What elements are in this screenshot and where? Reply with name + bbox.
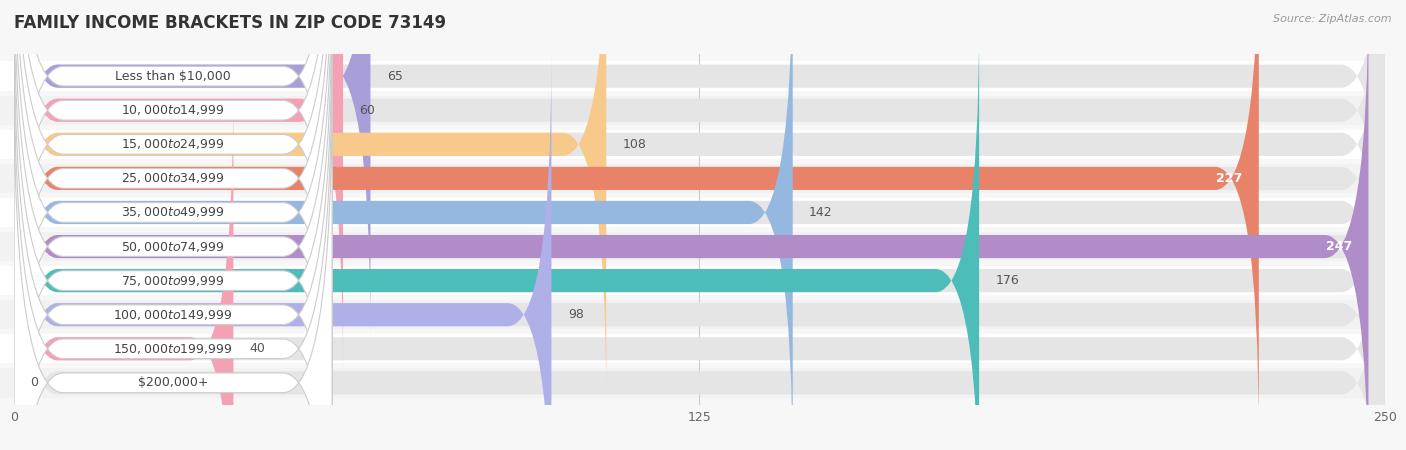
FancyBboxPatch shape (14, 0, 371, 337)
FancyBboxPatch shape (0, 266, 1385, 295)
FancyBboxPatch shape (14, 88, 1385, 450)
FancyBboxPatch shape (0, 368, 1385, 397)
Text: 227: 227 (1216, 172, 1243, 185)
Text: 176: 176 (995, 274, 1019, 287)
Text: 142: 142 (810, 206, 832, 219)
FancyBboxPatch shape (14, 0, 332, 450)
FancyBboxPatch shape (14, 54, 1385, 450)
Text: 247: 247 (1326, 240, 1353, 253)
FancyBboxPatch shape (14, 0, 1385, 371)
FancyBboxPatch shape (14, 0, 793, 450)
FancyBboxPatch shape (14, 0, 332, 450)
FancyBboxPatch shape (14, 88, 233, 450)
FancyBboxPatch shape (14, 20, 1385, 450)
FancyBboxPatch shape (14, 0, 1385, 405)
FancyBboxPatch shape (0, 130, 1385, 159)
Text: $150,000 to $199,999: $150,000 to $199,999 (114, 342, 233, 356)
FancyBboxPatch shape (14, 52, 332, 450)
FancyBboxPatch shape (14, 0, 1368, 450)
FancyBboxPatch shape (14, 122, 1385, 450)
Text: 60: 60 (360, 104, 375, 117)
FancyBboxPatch shape (0, 300, 1385, 329)
FancyBboxPatch shape (14, 20, 979, 450)
FancyBboxPatch shape (14, 54, 551, 450)
FancyBboxPatch shape (14, 0, 332, 373)
FancyBboxPatch shape (14, 0, 332, 407)
Text: $50,000 to $74,999: $50,000 to $74,999 (121, 239, 225, 253)
FancyBboxPatch shape (14, 0, 606, 405)
Text: Less than $10,000: Less than $10,000 (115, 70, 231, 83)
FancyBboxPatch shape (0, 95, 1385, 125)
Text: $200,000+: $200,000+ (138, 376, 208, 389)
FancyBboxPatch shape (14, 0, 1258, 439)
FancyBboxPatch shape (14, 18, 332, 450)
FancyBboxPatch shape (0, 334, 1385, 364)
Text: $25,000 to $34,999: $25,000 to $34,999 (121, 171, 225, 185)
FancyBboxPatch shape (14, 0, 332, 450)
Text: $35,000 to $49,999: $35,000 to $49,999 (121, 206, 225, 220)
Text: 0: 0 (31, 376, 38, 389)
FancyBboxPatch shape (0, 198, 1385, 227)
Text: 65: 65 (387, 70, 402, 83)
FancyBboxPatch shape (0, 164, 1385, 193)
FancyBboxPatch shape (14, 0, 332, 450)
FancyBboxPatch shape (0, 232, 1385, 261)
FancyBboxPatch shape (14, 86, 332, 450)
Text: 108: 108 (623, 138, 647, 151)
Text: $10,000 to $14,999: $10,000 to $14,999 (121, 103, 225, 117)
FancyBboxPatch shape (14, 0, 1385, 337)
FancyBboxPatch shape (0, 62, 1385, 91)
Text: 40: 40 (250, 342, 266, 355)
FancyBboxPatch shape (14, 0, 332, 441)
Text: $100,000 to $149,999: $100,000 to $149,999 (114, 308, 233, 322)
Text: $75,000 to $99,999: $75,000 to $99,999 (121, 274, 225, 288)
Text: Source: ZipAtlas.com: Source: ZipAtlas.com (1274, 14, 1392, 23)
FancyBboxPatch shape (14, 0, 1385, 450)
Text: $15,000 to $24,999: $15,000 to $24,999 (121, 137, 225, 151)
Text: 98: 98 (568, 308, 583, 321)
FancyBboxPatch shape (14, 0, 1385, 439)
Text: FAMILY INCOME BRACKETS IN ZIP CODE 73149: FAMILY INCOME BRACKETS IN ZIP CODE 73149 (14, 14, 446, 32)
FancyBboxPatch shape (14, 0, 1385, 450)
FancyBboxPatch shape (14, 0, 343, 371)
